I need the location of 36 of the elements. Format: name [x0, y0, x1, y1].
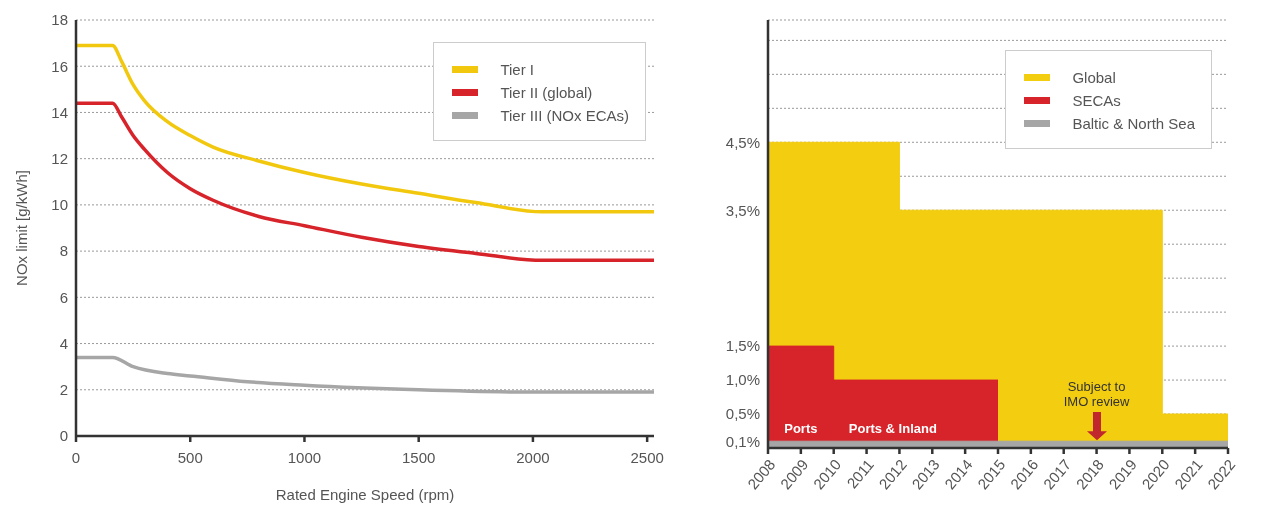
line-series — [76, 101, 654, 263]
y-tick-label: 4,5% — [725, 133, 760, 151]
legend-label: SECAs — [1072, 92, 1121, 109]
x-tick-label: 1500 — [402, 448, 436, 466]
y-tick-label: 12 — [51, 149, 68, 167]
y-tick-label: 10 — [51, 196, 68, 214]
line-series — [76, 355, 654, 394]
annotation: Subject to IMO review — [1062, 378, 1131, 409]
y-tick-label: 0,1% — [725, 432, 760, 450]
y-tick-label: 8 — [59, 242, 68, 260]
y-tick-label: 1,0% — [725, 371, 760, 389]
x-tick-label: 1000 — [287, 448, 322, 466]
x-tick-label: 0 — [71, 448, 81, 466]
legend-label: Tier I — [500, 61, 534, 78]
x-tick-label: 2000 — [516, 448, 550, 466]
annotation: Ports & Inland — [848, 420, 937, 436]
y-tick-label: 1,5% — [725, 337, 760, 355]
x-tick-label: 500 — [177, 448, 203, 466]
x-tick-label: 2500 — [630, 448, 664, 466]
legend-label: Baltic & North Sea — [1072, 115, 1195, 132]
y-tick-label: 6 — [59, 288, 68, 306]
y-tick-label: 16 — [51, 57, 68, 75]
y-tick-label: 2 — [59, 381, 68, 399]
annotation: Ports — [784, 420, 818, 436]
legend-label: Tier II (global) — [500, 84, 593, 101]
y-tick-label: 0 — [59, 427, 68, 445]
y-axis-title: NOx limit [g/kWh] — [13, 170, 31, 286]
legend-label: Global — [1072, 69, 1116, 86]
y-tick-label: 0,5% — [725, 405, 760, 423]
y-tick-label: 18 — [51, 11, 68, 29]
y-tick-label: 3,5% — [725, 201, 760, 219]
legend-label: Tier III (NOx ECAs) — [500, 107, 629, 124]
x-axis-title: Rated Engine Speed (rpm) — [275, 486, 455, 503]
y-tick-label: 14 — [51, 103, 68, 121]
y-tick-label: 4 — [59, 334, 68, 352]
line-series — [76, 43, 654, 214]
